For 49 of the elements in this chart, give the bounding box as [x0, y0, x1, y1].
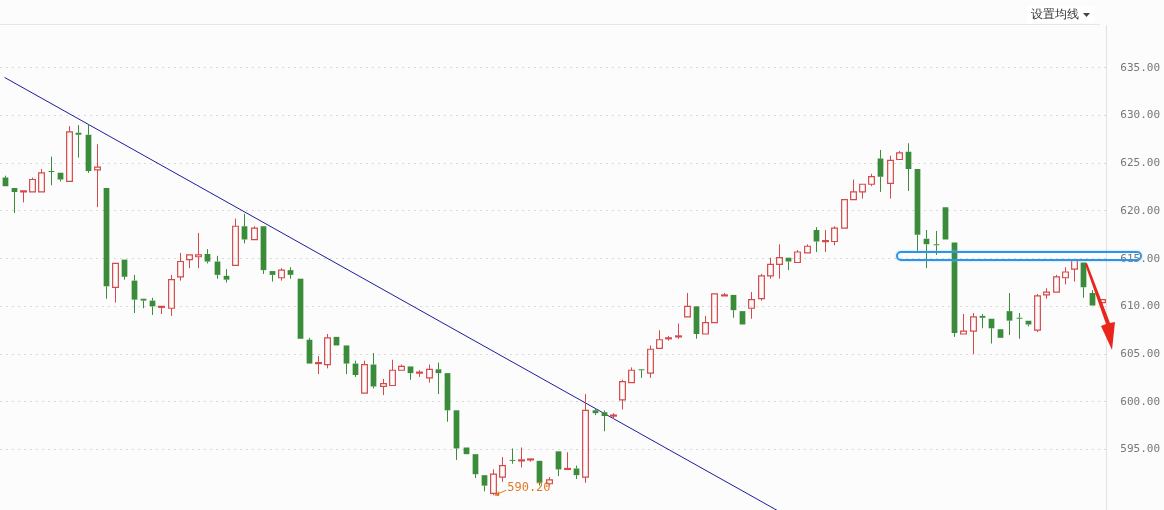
candlestick [223, 268, 230, 284]
text: 设置均线 [1031, 6, 1079, 23]
candlestick [499, 456, 506, 483]
candlestick [75, 124, 82, 159]
candlestick [11, 188, 18, 214]
candlestick [619, 379, 626, 410]
candlestick [656, 329, 663, 349]
candlestick [1062, 266, 1069, 285]
y-tick-label: 620.00 [1120, 203, 1161, 217]
annotation: 590.20 [507, 480, 551, 495]
candlestick [776, 243, 783, 280]
candlestick [94, 143, 101, 208]
candlestick [592, 407, 599, 416]
y-tick-label: 600.00 [1120, 394, 1161, 408]
candlestick [979, 313, 986, 329]
candlestick [841, 198, 848, 229]
candlestick [684, 292, 691, 318]
y-tick-label: 595.00 [1120, 442, 1161, 456]
candlestick [1071, 259, 1078, 283]
candlestick [435, 362, 442, 395]
y-tick-label: 630.00 [1120, 108, 1161, 122]
candlestick [628, 366, 635, 384]
candlestick [997, 329, 1004, 338]
candlestick [887, 155, 894, 200]
candlestick [287, 266, 294, 280]
candlestick [343, 345, 350, 375]
candlestick [582, 393, 589, 484]
y-tick-label: 605.00 [1120, 346, 1161, 360]
candlestick [767, 257, 774, 280]
candlestick [20, 190, 27, 203]
candlestick [269, 271, 276, 283]
candlestick [177, 252, 184, 282]
candlestick [748, 291, 755, 320]
y-tick-label: 635.00 [1120, 60, 1161, 74]
candlestick [850, 179, 857, 201]
candlestick [711, 293, 718, 324]
candlestick [518, 447, 525, 469]
candlestick [1006, 292, 1013, 336]
candlestick [601, 409, 608, 432]
candlestick [960, 313, 967, 335]
candlestick [407, 366, 414, 381]
candlestick [112, 262, 119, 304]
y-tick-label: 625.00 [1120, 156, 1161, 170]
candlestick [970, 312, 977, 355]
candlestick [168, 274, 175, 317]
candlestick [241, 213, 248, 244]
candlestick [389, 359, 396, 387]
candlestick [804, 243, 811, 254]
y-tick-label: 610.00 [1120, 299, 1161, 313]
